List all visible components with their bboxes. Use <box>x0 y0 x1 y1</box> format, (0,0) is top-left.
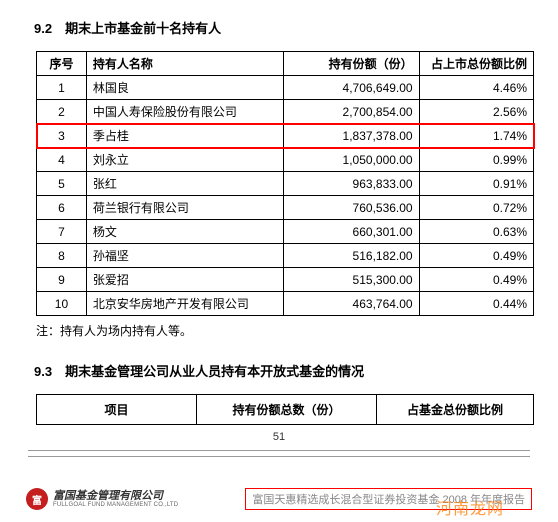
table-cell: 1,837,378.00 <box>284 124 419 148</box>
table-cell: 516,182.00 <box>284 244 419 268</box>
table-cell: 9 <box>37 268 87 292</box>
table-cell: 3 <box>37 124 87 148</box>
table-cell: 林国良 <box>86 76 284 100</box>
table-cell: 0.72% <box>419 196 533 220</box>
table-cell: 0.91% <box>419 172 533 196</box>
col2-header-shares: 持有份额总数（份） <box>197 395 377 425</box>
table-cell: 北京安华房地产开发有限公司 <box>86 292 284 316</box>
table-cell: 2,700,854.00 <box>284 100 419 124</box>
table-cell: 张红 <box>86 172 284 196</box>
table-cell: 8 <box>37 244 87 268</box>
table-cell: 2 <box>37 100 87 124</box>
table-cell: 0.49% <box>419 268 533 292</box>
table-row: 3季占桂1,837,378.001.74% <box>37 124 534 148</box>
table-row: 4刘永立1,050,000.000.99% <box>37 148 534 172</box>
col2-header-item: 项目 <box>37 395 197 425</box>
table-row: 6荷兰银行有限公司760,536.000.72% <box>37 196 534 220</box>
table-cell: 760,536.00 <box>284 196 419 220</box>
logo: 富 富国基金管理有限公司 FULLGOAL FUND MANAGEMENT CO… <box>26 488 178 510</box>
section-9-2-title: 9.2 期末上市基金前十名持有人 <box>34 18 528 37</box>
table-row: 5张红963,833.000.91% <box>37 172 534 196</box>
table-cell: 7 <box>37 220 87 244</box>
table-cell: 1,050,000.00 <box>284 148 419 172</box>
watermark: 河南龙网 <box>436 495 504 519</box>
table-cell: 张爱招 <box>86 268 284 292</box>
table-cell: 孙福坚 <box>86 244 284 268</box>
employees-table: 项目 持有份额总数（份） 占基金总份额比例 <box>36 394 534 425</box>
table-cell: 963,833.00 <box>284 172 419 196</box>
col2-header-percent: 占基金总份额比例 <box>377 395 534 425</box>
table-cell: 6 <box>37 196 87 220</box>
col-header-name: 持有人名称 <box>86 52 284 76</box>
table-cell: 2.56% <box>419 100 533 124</box>
table-cell: 463,764.00 <box>284 292 419 316</box>
table-cell: 0.44% <box>419 292 533 316</box>
page-divider <box>0 450 558 458</box>
table-cell: 515,300.00 <box>284 268 419 292</box>
table-row: 1林国良4,706,649.004.46% <box>37 76 534 100</box>
table-cell: 0.63% <box>419 220 533 244</box>
table-cell: 660,301.00 <box>284 220 419 244</box>
table-row: 9张爱招515,300.000.49% <box>37 268 534 292</box>
col-header-percent: 占上市总份额比例 <box>419 52 533 76</box>
table-cell: 1 <box>37 76 87 100</box>
table-cell: 中国人寿保险股份有限公司 <box>86 100 284 124</box>
logo-icon: 富 <box>26 488 48 510</box>
table-cell: 4,706,649.00 <box>284 76 419 100</box>
table-cell: 1.74% <box>419 124 533 148</box>
holders-table: 序号 持有人名称 持有份额（份） 占上市总份额比例 1林国良4,706,649.… <box>36 51 534 316</box>
table-cell: 10 <box>37 292 87 316</box>
table-row: 7杨文660,301.000.63% <box>37 220 534 244</box>
col-header-shares: 持有份额（份） <box>284 52 419 76</box>
section-9-3-title: 9.3 期末基金管理公司从业人员持有本开放式基金的情况 <box>34 361 528 380</box>
table-cell: 杨文 <box>86 220 284 244</box>
table-cell: 季占桂 <box>86 124 284 148</box>
table-row: 10北京安华房地产开发有限公司463,764.000.44% <box>37 292 534 316</box>
table-cell: 荷兰银行有限公司 <box>86 196 284 220</box>
logo-text-en: FULLGOAL FUND MANAGEMENT CO.,LTD <box>53 502 178 508</box>
table-cell: 5 <box>37 172 87 196</box>
table-row: 2中国人寿保险股份有限公司2,700,854.002.56% <box>37 100 534 124</box>
logo-text-cn: 富国基金管理有限公司 <box>53 491 178 502</box>
table-cell: 刘永立 <box>86 148 284 172</box>
table-cell: 4 <box>37 148 87 172</box>
table-cell: 0.99% <box>419 148 533 172</box>
col-header-seq: 序号 <box>37 52 87 76</box>
table-row: 8孙福坚516,182.000.49% <box>37 244 534 268</box>
table-cell: 0.49% <box>419 244 533 268</box>
page-number: 51 <box>30 431 528 443</box>
table-cell: 4.46% <box>419 76 533 100</box>
table-note: 注：持有人为场内持有人等。 <box>36 322 528 339</box>
